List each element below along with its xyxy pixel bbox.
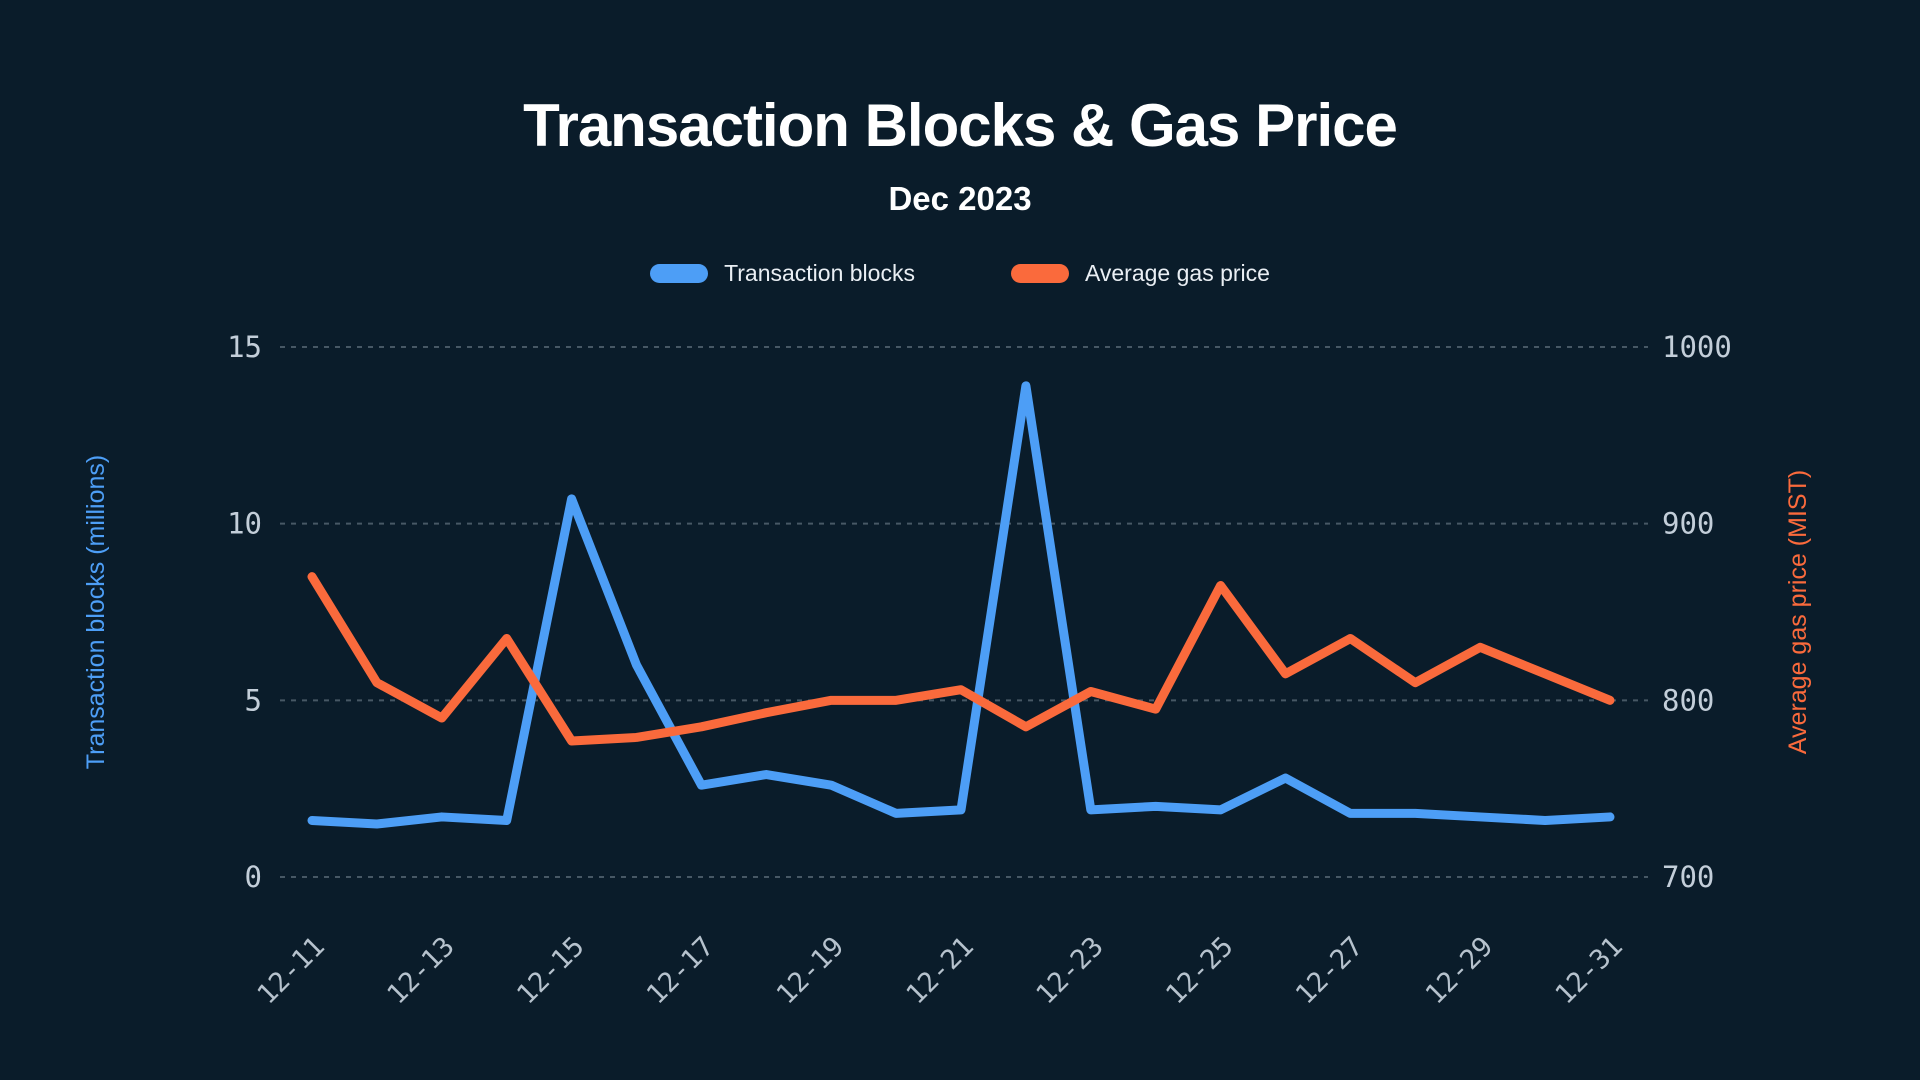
chart-title: Transaction Blocks & Gas Price: [523, 92, 1398, 159]
y-axis-tick-left: 5: [245, 683, 262, 717]
x-axis-tick: 12-11: [252, 931, 331, 1010]
chart-subtitle: Dec 2023: [888, 180, 1032, 217]
average-gas-price-swatch: [1010, 264, 1069, 283]
y-axis-tick-right: 800: [1662, 683, 1714, 717]
x-axis-tick: 12-21: [901, 931, 980, 1010]
y-axis-tick-right: 1000: [1662, 330, 1732, 364]
y-axis-tick-left: 15: [227, 330, 262, 364]
y-axis-tick-right: 900: [1662, 507, 1714, 541]
transaction-blocks-line: [307, 381, 1615, 829]
legend: Transaction blocks Average gas price: [0, 260, 1920, 287]
y-axis-tick-left: 10: [227, 507, 262, 541]
legend-label-transaction-blocks: Transaction blocks: [724, 260, 915, 286]
x-axis-tick: 12-27: [1290, 931, 1369, 1010]
x-axis-tick: 12-19: [771, 931, 850, 1010]
left-axis-title: Transaction blocks (millions): [82, 455, 110, 769]
x-axis-tick: 12-23: [1030, 931, 1109, 1010]
legend-item-average-gas-price[interactable]: Average gas price: [1010, 260, 1270, 287]
x-axis-tick: 12-31: [1550, 931, 1629, 1010]
x-axis-tick: 12-13: [381, 931, 460, 1010]
transaction-blocks-swatch: [650, 264, 709, 283]
x-axis-tick: 12-29: [1420, 931, 1499, 1010]
y-axis-tick-right: 700: [1662, 860, 1714, 894]
x-axis-tick: 12-25: [1160, 931, 1239, 1010]
average-gas-price-line: [307, 572, 1615, 746]
x-axis-tick: 12-17: [641, 931, 720, 1010]
right-axis-title: Average gas price (MIST): [1784, 470, 1812, 754]
legend-label-average-gas-price: Average gas price: [1084, 260, 1270, 286]
y-axis-tick-left: 0: [245, 860, 262, 894]
legend-item-transaction-blocks[interactable]: Transaction blocks: [650, 260, 915, 287]
x-axis-tick: 12-15: [511, 931, 590, 1010]
